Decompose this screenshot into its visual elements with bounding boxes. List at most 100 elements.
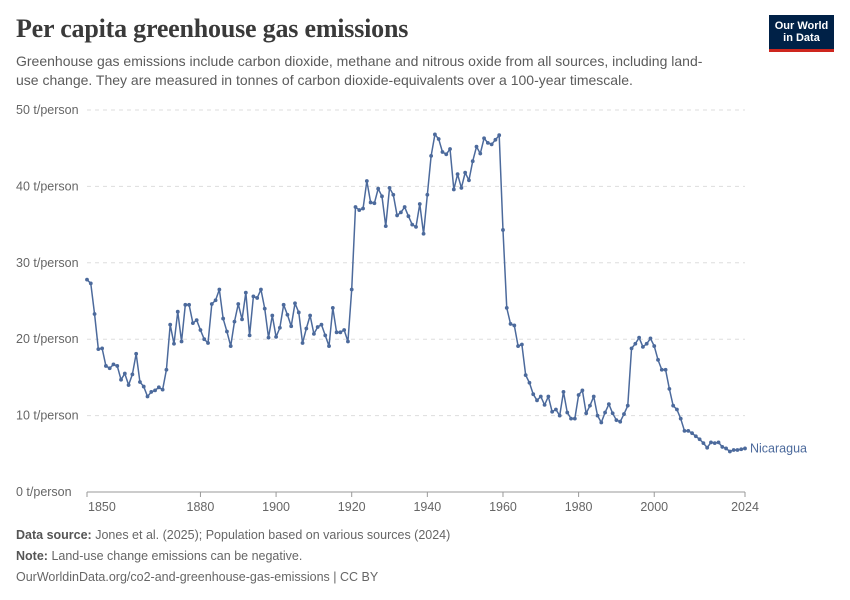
data-point[interactable] [134,351,139,356]
data-point[interactable] [383,224,388,229]
data-point[interactable] [228,344,233,348]
data-point[interactable] [304,326,309,331]
data-point[interactable] [338,330,343,335]
data-point[interactable] [531,392,536,397]
data-point[interactable] [179,339,184,344]
data-point[interactable] [716,440,721,445]
data-point[interactable] [659,367,664,372]
data-point[interactable] [640,344,645,349]
data-point[interactable] [270,313,275,318]
data-point[interactable] [334,330,339,335]
data-point[interactable] [376,186,381,191]
data-point[interactable] [538,394,543,399]
data-point[interactable] [289,324,294,329]
data-point[interactable] [96,347,101,352]
data-point[interactable] [349,287,354,292]
data-point[interactable] [364,179,369,183]
data-point[interactable] [156,385,161,390]
data-point[interactable] [111,362,116,367]
data-point[interactable] [501,228,505,232]
data-point[interactable] [368,200,373,205]
data-point[interactable] [190,321,195,326]
data-point[interactable] [247,333,252,338]
data-point[interactable] [126,383,131,387]
data-point[interactable] [266,335,271,340]
data-point[interactable] [122,371,127,376]
data-point[interactable] [606,402,611,407]
data-point[interactable] [554,407,558,412]
data-point[interactable] [519,342,524,347]
data-point[interactable] [569,416,573,421]
data-point[interactable] [576,393,581,397]
data-point[interactable] [172,341,176,346]
data-point[interactable] [274,335,278,339]
data-point[interactable] [584,411,589,416]
data-point[interactable] [701,441,706,446]
data-point[interactable] [629,346,634,351]
data-point[interactable] [591,394,596,399]
data-point[interactable] [153,388,157,393]
data-point[interactable] [115,364,120,368]
data-point[interactable] [508,322,513,326]
data-point[interactable] [489,142,494,147]
data-point[interactable] [206,341,210,345]
data-point[interactable] [380,194,384,199]
data-point[interactable] [720,445,725,449]
data-point[interactable] [433,132,437,137]
data-point[interactable] [599,420,604,425]
data-point[interactable] [311,331,316,336]
data-point[interactable] [213,298,218,303]
data-point[interactable] [686,428,691,433]
data-point[interactable] [652,344,657,348]
data-point[interactable] [138,380,142,384]
data-point[interactable] [198,328,203,332]
data-point[interactable] [164,367,169,372]
data-point[interactable] [455,172,460,177]
data-point[interactable] [497,133,502,138]
data-point[interactable] [296,310,301,315]
data-point[interactable] [504,305,509,310]
data-point[interactable] [425,192,430,197]
data-point[interactable] [104,364,108,368]
data-point[interactable] [448,147,452,151]
data-point[interactable] [523,373,528,378]
data-point[interactable] [588,403,592,408]
data-point[interactable] [440,150,445,154]
data-point[interactable] [183,302,188,307]
data-point[interactable] [561,390,566,394]
data-point[interactable] [357,208,362,212]
data-point[interactable] [209,302,214,306]
data-point[interactable] [633,341,638,346]
data-point[interactable] [315,325,320,329]
data-point[interactable] [395,213,399,218]
data-point[interactable] [705,445,710,450]
data-point[interactable] [603,410,607,415]
data-point[interactable] [678,416,683,421]
series-label[interactable]: Nicaragua [750,441,807,455]
data-point[interactable] [417,202,422,206]
data-point[interactable] [724,446,728,451]
data-point[interactable] [346,339,350,344]
data-point[interactable] [342,328,347,332]
data-point[interactable] [323,333,328,338]
data-point[interactable] [255,296,260,300]
data-point[interactable] [387,186,392,190]
data-point[interactable] [240,317,244,322]
data-point[interactable] [330,305,335,310]
data-point[interactable] [512,323,517,328]
data-point[interactable] [88,281,93,286]
data-point[interactable] [656,357,660,362]
source-url[interactable]: OurWorldinData.org/co2-and-greenhouse-ga… [16,570,379,584]
data-point[interactable] [141,384,146,389]
data-point[interactable] [622,412,626,416]
data-point[interactable] [406,214,411,219]
data-point[interactable] [202,337,207,342]
data-point[interactable] [644,341,649,346]
data-point[interactable] [637,335,642,340]
data-point[interactable] [493,137,498,142]
data-point[interactable] [277,325,282,330]
data-point[interactable] [285,312,290,317]
data-point[interactable] [361,206,365,211]
data-point[interactable] [168,322,173,327]
data-point[interactable] [463,170,468,175]
